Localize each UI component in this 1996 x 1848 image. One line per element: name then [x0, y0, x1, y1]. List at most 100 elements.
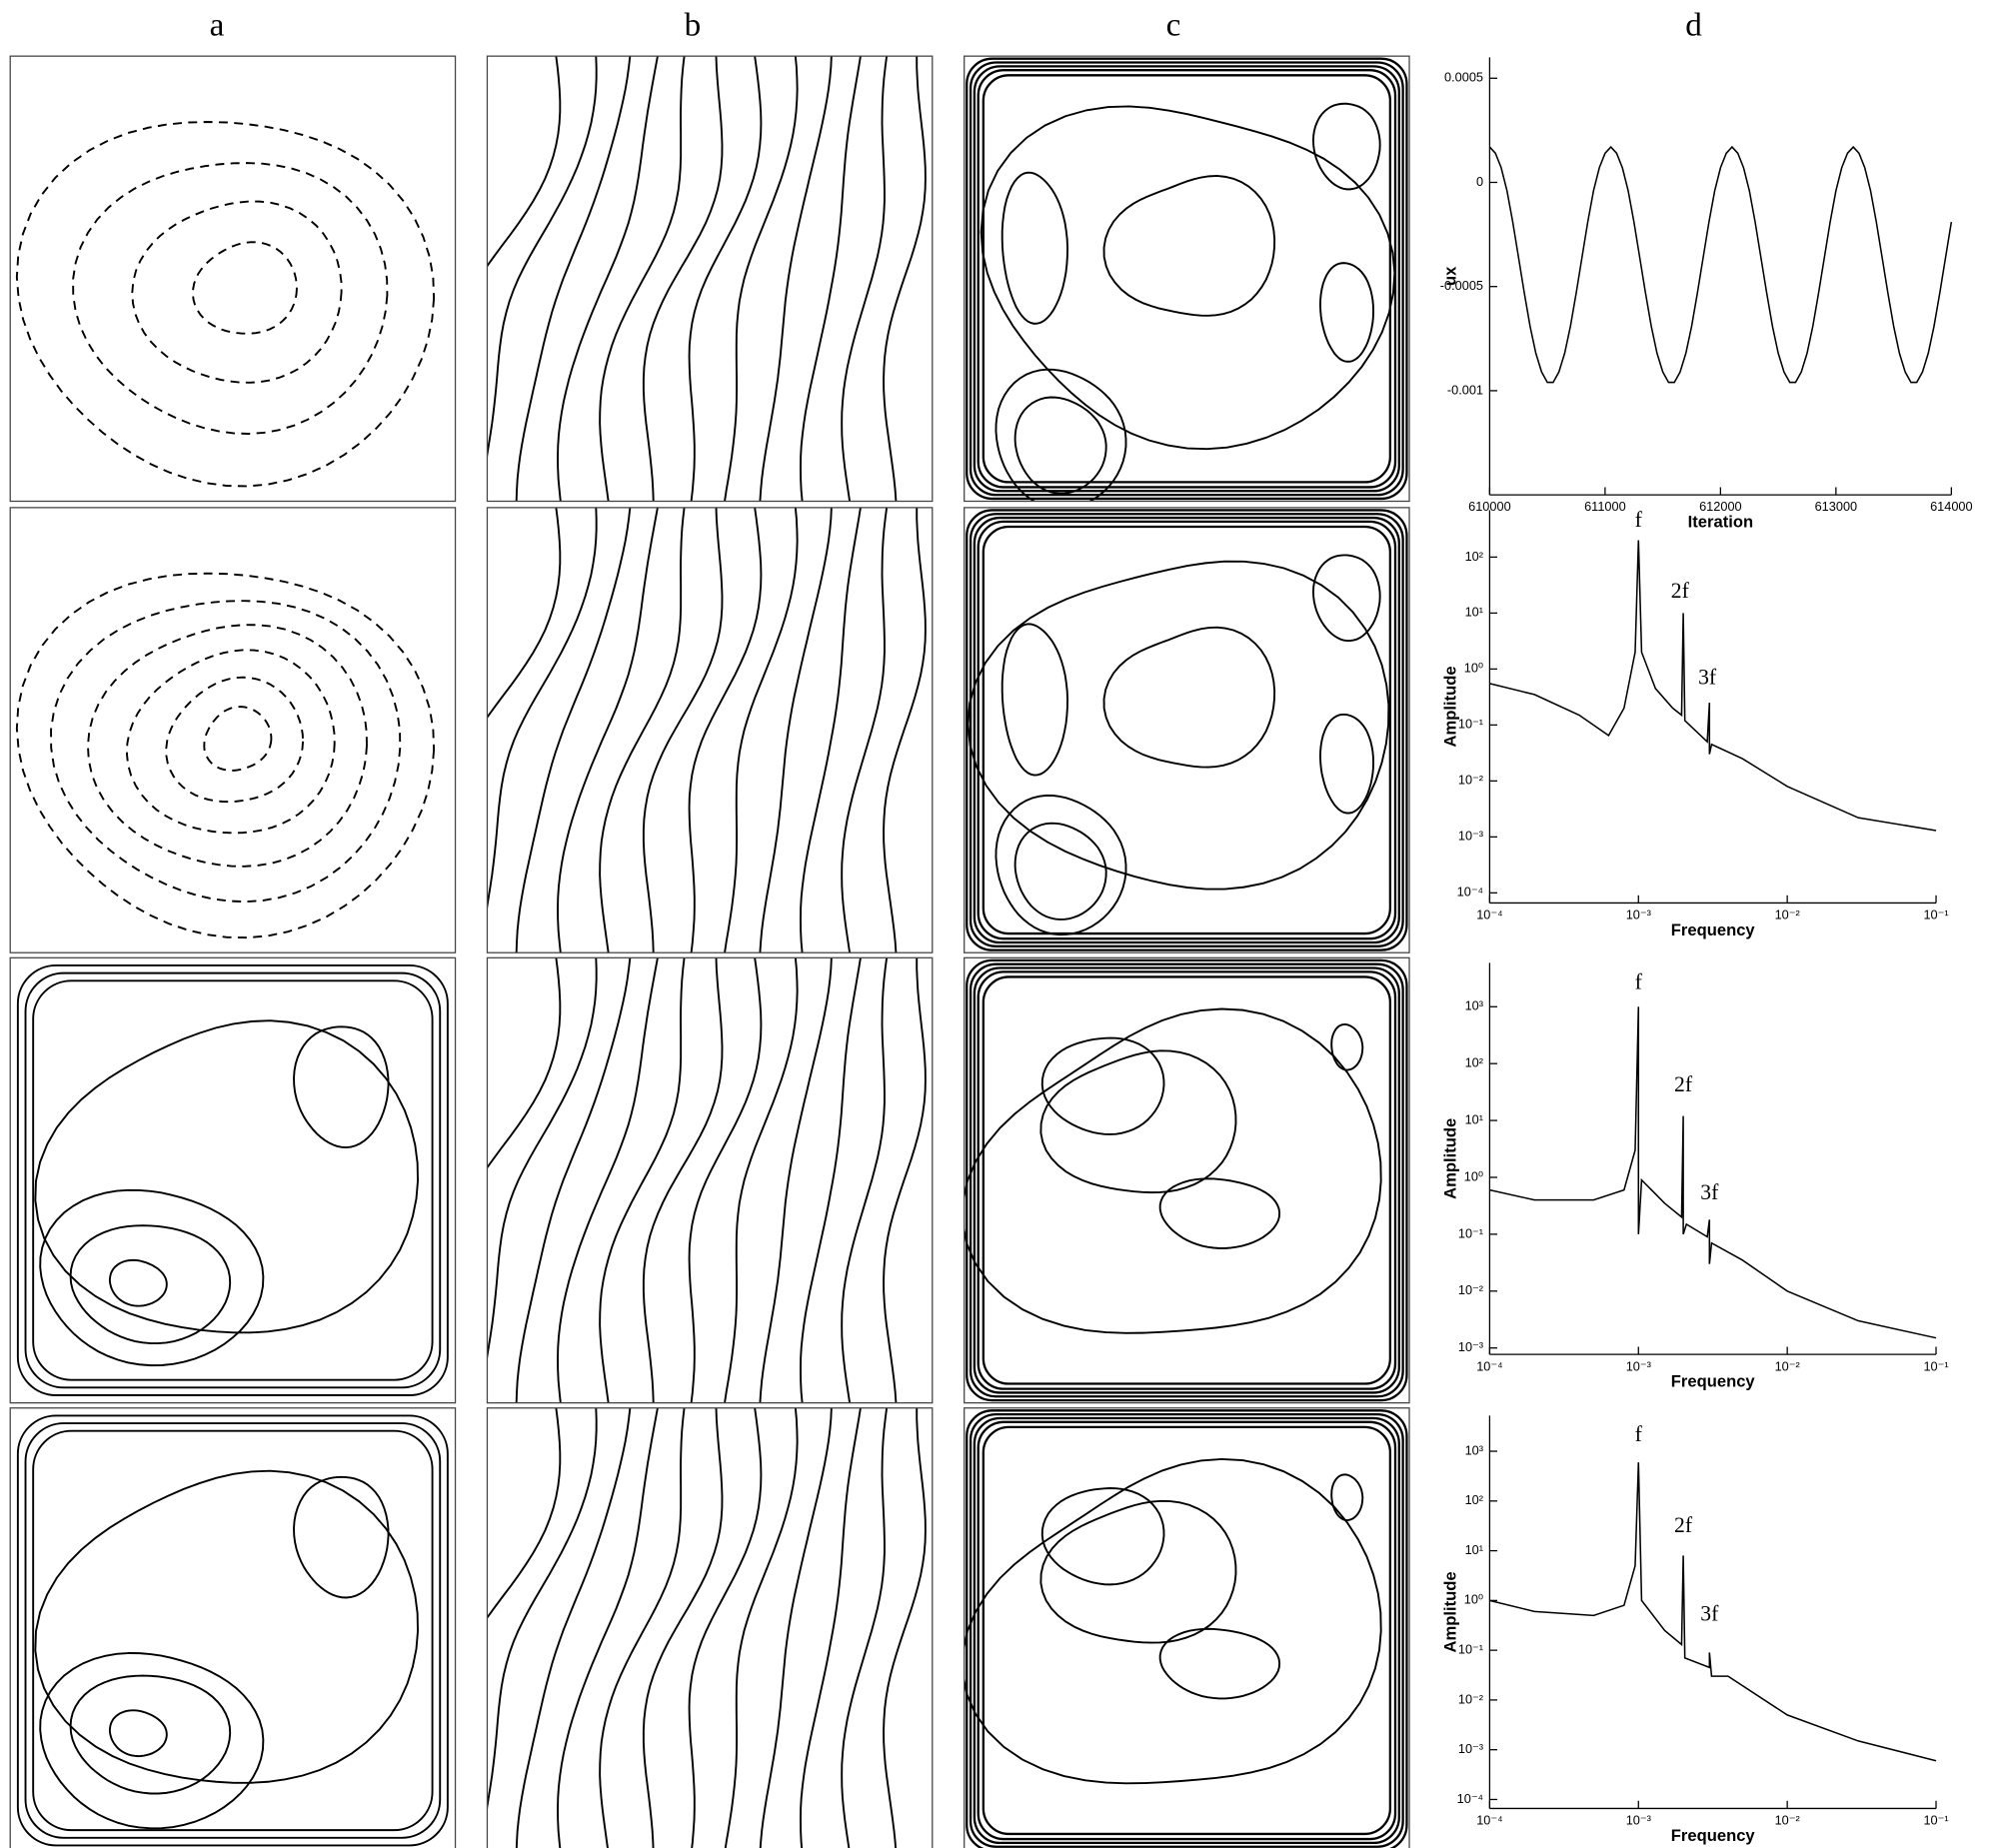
panel-frame: [486, 956, 934, 1404]
y-axis-label: ux: [1441, 266, 1460, 286]
contour-panel: [9, 956, 457, 1404]
contour-line: [642, 1407, 724, 1848]
contour-line: [72, 162, 389, 435]
contour-line: [515, 957, 632, 1403]
contour-line: [599, 56, 686, 502]
contour-line: [487, 56, 562, 268]
contour-line: [841, 1407, 889, 1848]
x-tick-label: 10⁻⁴: [1476, 908, 1502, 923]
contour-line: [1102, 175, 1276, 317]
contour-line: [642, 56, 724, 502]
contour-line: [969, 513, 1404, 947]
panel-frame: [486, 1407, 934, 1848]
x-tick-label: 611000: [1584, 499, 1626, 514]
y-tick-label: 10²: [1465, 1055, 1483, 1070]
annotation: f: [1635, 508, 1643, 532]
contour-line: [32, 979, 434, 1381]
y-tick-label: 10³: [1465, 1442, 1483, 1457]
contour-line: [883, 957, 927, 1403]
panel-frame: [964, 55, 1410, 503]
data-line: [1489, 540, 1937, 832]
x-axis-label: Iteration: [1688, 513, 1753, 532]
contour-line: [34, 1469, 419, 1784]
contour-set: [16, 1414, 449, 1847]
contour-line: [724, 507, 799, 953]
contour-line: [203, 706, 273, 772]
contour-line: [973, 516, 1400, 944]
annotation: 3f: [1700, 1601, 1719, 1625]
contour-line: [841, 56, 889, 502]
contour-set: [964, 958, 1408, 1402]
contour-line: [599, 1407, 686, 1848]
contour-line: [977, 520, 1397, 940]
contour-line: [883, 56, 927, 502]
y-tick-label: 10⁻²: [1458, 1282, 1483, 1297]
contour-panel: [486, 507, 934, 953]
y-tick-label: -0.0005: [1440, 278, 1483, 293]
annotation: 3f: [1700, 1180, 1719, 1204]
y-axis-label: Amplitude: [1441, 666, 1460, 747]
contour-line: [32, 1429, 434, 1832]
contour-line: [883, 1407, 927, 1848]
x-tick-label: 10⁻¹: [1923, 908, 1948, 923]
contour-line: [688, 1407, 763, 1848]
contour-line: [1013, 822, 1107, 921]
contour-line: [969, 962, 1404, 1398]
y-tick-label: 10⁰: [1464, 661, 1483, 676]
contour-line: [1000, 171, 1069, 325]
contour-line: [487, 507, 598, 912]
contour-line: [1311, 102, 1381, 191]
y-tick-label: 10⁻²: [1458, 773, 1483, 788]
contour-line: [973, 65, 1400, 493]
contour-panel: [9, 55, 457, 503]
x-tick-label: 10⁻²: [1775, 1358, 1800, 1373]
y-tick-label: 10⁻³: [1458, 1741, 1483, 1756]
annotation: f: [1635, 970, 1643, 994]
x-tick-label: 10⁻⁴: [1476, 1813, 1502, 1828]
x-tick-label: 10⁻²: [1775, 1813, 1800, 1828]
contour-line: [724, 957, 799, 1403]
panel-frame: [964, 1407, 1410, 1848]
y-tick-label: 10⁻¹: [1458, 1642, 1483, 1657]
contour-panel: [486, 1407, 934, 1848]
contour-line: [973, 966, 1400, 1394]
contour-line: [964, 1007, 1382, 1334]
contour-line: [800, 957, 862, 1403]
x-axis-label: Frequency: [1671, 1826, 1756, 1845]
contour-panel: [964, 507, 1410, 953]
contour-line: [599, 957, 686, 1403]
contour-line: [1040, 1487, 1165, 1586]
contour-line: [759, 56, 833, 502]
contour-line: [1330, 1022, 1364, 1071]
contour-line: [969, 61, 1404, 497]
x-tick-label: 613000: [1815, 499, 1858, 514]
contour-line: [50, 600, 402, 904]
contour-line: [977, 1420, 1397, 1841]
contour-panel: [964, 956, 1410, 1404]
y-tick-label: 10¹: [1465, 1111, 1483, 1126]
panel-frame: [486, 507, 934, 953]
annotation: 2f: [1674, 1072, 1693, 1096]
contour-line: [487, 1407, 562, 1620]
y-tick-label: 10¹: [1465, 1542, 1483, 1557]
x-tick-label: 10⁻¹: [1923, 1813, 1948, 1828]
contour-line: [293, 1475, 390, 1599]
panel-frame: [9, 55, 457, 503]
contour-line: [16, 1414, 449, 1847]
column-label: b: [685, 7, 702, 44]
contour-line: [1040, 1036, 1165, 1135]
contour-line: [973, 1416, 1400, 1845]
contour-set: [15, 121, 436, 488]
contour-line: [599, 507, 686, 953]
contour-set: [487, 1407, 927, 1848]
contour-line: [642, 957, 724, 1403]
contour-line: [487, 56, 598, 461]
contour-set: [487, 507, 927, 953]
contour-line: [800, 56, 862, 502]
contour-line: [967, 560, 1390, 891]
contour-line: [982, 525, 1392, 935]
contour-line: [487, 1407, 598, 1812]
y-tick-label: 0: [1476, 174, 1483, 189]
contour-line: [191, 241, 298, 335]
